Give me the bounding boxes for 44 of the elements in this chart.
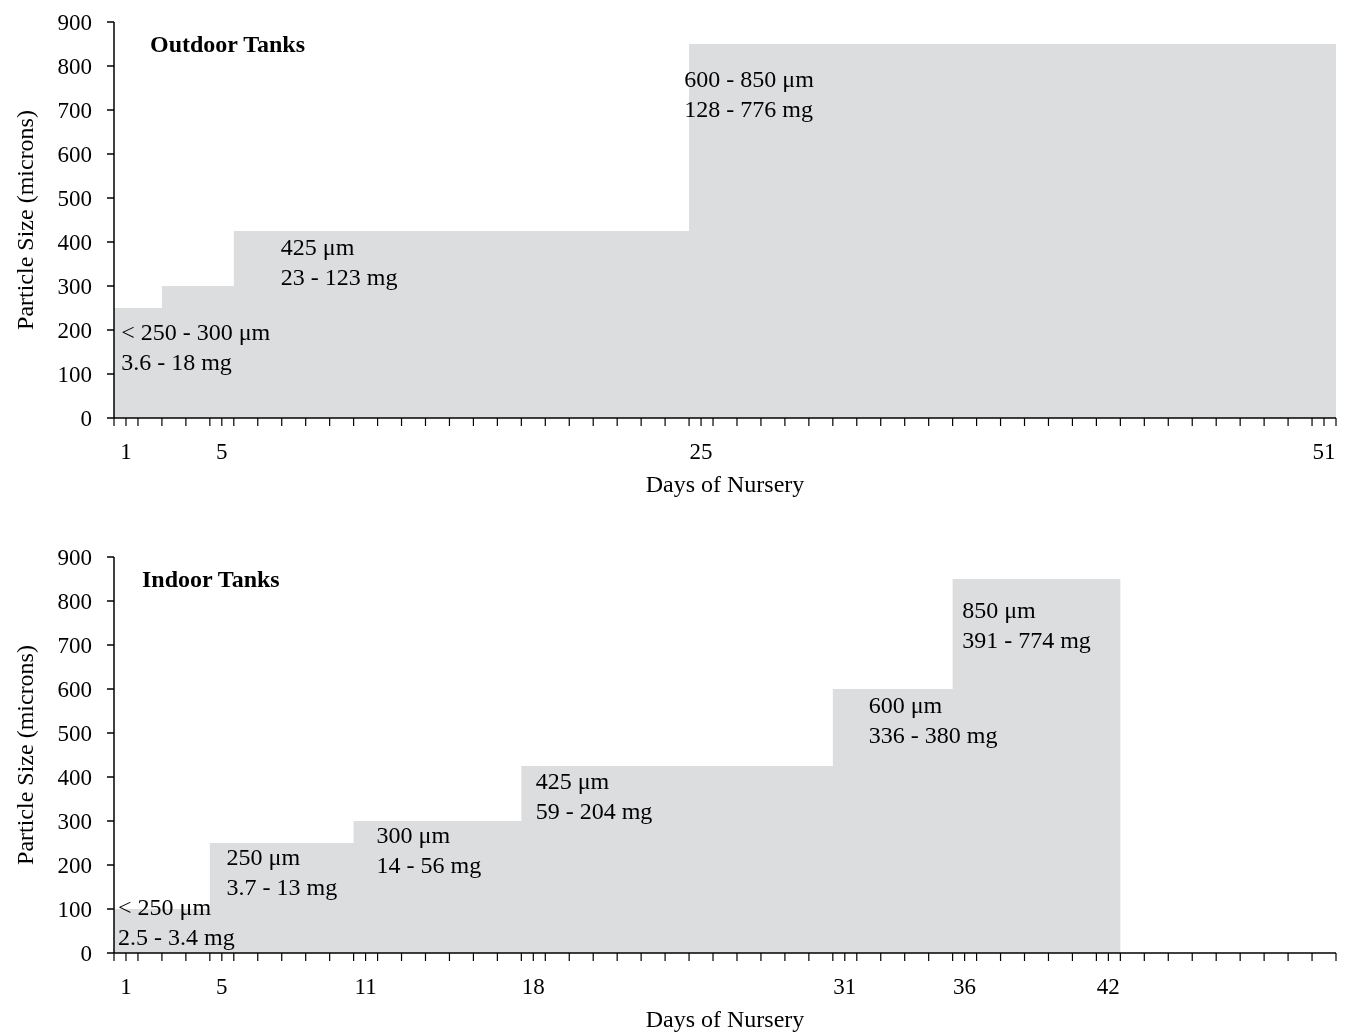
annotation: 600 - 850 μm 128 - 776 mg [684, 66, 815, 123]
y-tick-label: 700 [57, 633, 92, 658]
annotation: 425 μm 59 - 204 mg [535, 767, 653, 824]
y-tick-label: 600 [57, 142, 92, 167]
annotation: < 250 - 300 μm 3.6 - 18 mg [121, 319, 271, 376]
y-tick-label: 900 [57, 545, 92, 570]
x-tick-label: 51 [1312, 439, 1336, 464]
x-tick-label: 25 [689, 439, 713, 464]
y-tick-label: 300 [57, 809, 92, 834]
y-tick-label: 800 [57, 589, 92, 614]
annotation: 600 μm 336 - 380 mg [868, 692, 998, 749]
y-axis-title: Particle Size (microns) [12, 645, 38, 865]
x-tick-label: 5 [216, 974, 228, 999]
x-tick-label: 1 [120, 974, 132, 999]
y-tick-label: 300 [57, 274, 92, 299]
x-axis-title: Days of Nursery [645, 1006, 805, 1032]
y-tick-label: 0 [80, 406, 92, 431]
y-tick-label: 400 [57, 765, 92, 790]
y-tick-label: 900 [57, 10, 92, 35]
x-tick-label: 11 [354, 974, 377, 999]
y-tick-label: 500 [57, 721, 92, 746]
y-tick-label: 500 [57, 186, 92, 211]
y-tick-label: 400 [57, 230, 92, 255]
y-axis-title: Particle Size (microns) [12, 110, 38, 330]
y-tick-label: 100 [57, 362, 92, 387]
annotation: 300 μm 14 - 56 mg [376, 822, 482, 878]
y-tick-label: 800 [57, 54, 92, 79]
y-tick-label: 200 [57, 318, 92, 343]
chart-title: Indoor Tanks [142, 566, 280, 592]
x-tick-label: 18 [521, 974, 545, 999]
y-tick-label: 600 [57, 677, 92, 702]
x-tick-label: 42 [1096, 974, 1120, 999]
x-tick-label: 36 [953, 974, 977, 999]
annotation: 850 μm 391 - 774 mg [962, 597, 1091, 654]
x-tick-label: 5 [216, 439, 228, 464]
y-tick-label: 100 [57, 897, 92, 922]
y-tick-label: 200 [57, 853, 92, 878]
y-tick-label: 0 [80, 941, 92, 966]
x-tick-label: 31 [833, 974, 857, 999]
y-tick-label: 700 [57, 98, 92, 123]
x-axis-title: Days of Nursery [645, 471, 805, 497]
annotation: 425 μm 23 - 123 mg [280, 234, 398, 291]
x-tick-label: 1 [120, 439, 132, 464]
chart-title: Outdoor Tanks [150, 31, 305, 57]
